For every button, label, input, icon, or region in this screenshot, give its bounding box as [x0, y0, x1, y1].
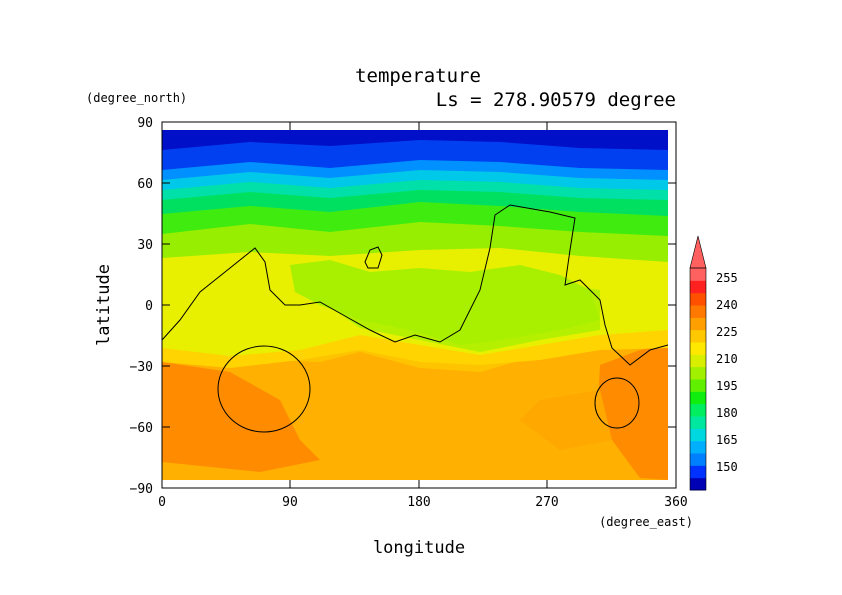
- colorbar-label: 225: [716, 325, 738, 339]
- colorbar-swatch: [690, 428, 706, 442]
- colorbar-swatch: [690, 268, 706, 281]
- temperature-field: [162, 130, 668, 480]
- colorbar-label: 195: [716, 379, 738, 393]
- colorbar-swatch: [690, 329, 706, 343]
- x-tick-label: 270: [535, 495, 558, 510]
- y-tick-label: −60: [130, 421, 153, 436]
- band-240-east: [598, 345, 668, 480]
- colorbar-swatch: [690, 477, 706, 491]
- x-tick-label: 90: [282, 495, 298, 510]
- colorbar-label: 255: [716, 271, 738, 285]
- y-tick-label: −30: [130, 360, 153, 375]
- y-axis-label: latitude: [94, 264, 114, 346]
- colorbar-label: 150: [716, 460, 738, 474]
- band-210-patch: [290, 260, 600, 345]
- colorbar-swatch: [690, 416, 706, 429]
- colorbar-swatch: [690, 465, 706, 479]
- topography-contour-main: [162, 204, 668, 366]
- colorbar-swatch: [690, 391, 706, 405]
- colorbar-swatch: [690, 379, 706, 392]
- x-axis-ticks: [161, 122, 677, 488]
- chart-title: temperature: [355, 65, 481, 87]
- colorbar: [689, 235, 707, 491]
- y-unit-label: (degree_north): [86, 91, 187, 105]
- x-unit-label: (degree_east): [599, 515, 693, 529]
- topography-contour-basin-east: [594, 377, 640, 429]
- y-tick-label: −90: [130, 482, 153, 497]
- x-tick-label: 360: [664, 495, 687, 510]
- colorbar-label: 210: [716, 352, 738, 366]
- band-225b: [162, 328, 668, 368]
- x-axis-label: longitude: [373, 538, 465, 558]
- colorbar-swatch: [690, 366, 706, 380]
- colorbar-swatch: [690, 440, 706, 454]
- colorbar-swatch: [690, 305, 706, 318]
- y-tick-label: 60: [137, 177, 153, 192]
- colorbar-swatch: [690, 453, 706, 466]
- colorbar-swatch: [690, 342, 706, 355]
- x-tick-label: 180: [407, 495, 430, 510]
- colorbar-overflow-arrow: [689, 235, 707, 269]
- topography-contour-basin-west: [217, 345, 311, 433]
- colorbar-swatch: [690, 280, 706, 294]
- chart-subtitle: Ls = 278.90579 degree: [436, 89, 676, 111]
- colorbar-swatch: [690, 403, 706, 417]
- colorbar-swatch: [690, 354, 706, 368]
- colorbar-swatch: [690, 292, 706, 306]
- band-232: [520, 390, 612, 450]
- colorbar-label: 165: [716, 433, 738, 447]
- y-tick-label: 30: [137, 238, 153, 253]
- x-tick-label: 0: [158, 495, 166, 510]
- colorbar-label: 240: [716, 298, 738, 312]
- y-axis-ticks: [162, 121, 676, 489]
- colorbar-swatch: [690, 317, 706, 331]
- topography-contour-small: [364, 246, 383, 269]
- colorbar-label: 180: [716, 406, 738, 420]
- y-tick-label: 0: [145, 299, 153, 314]
- band-240-west: [162, 362, 320, 472]
- band-140: [162, 130, 668, 150]
- y-tick-label: 90: [137, 116, 153, 131]
- colorbar-frame: [689, 267, 707, 491]
